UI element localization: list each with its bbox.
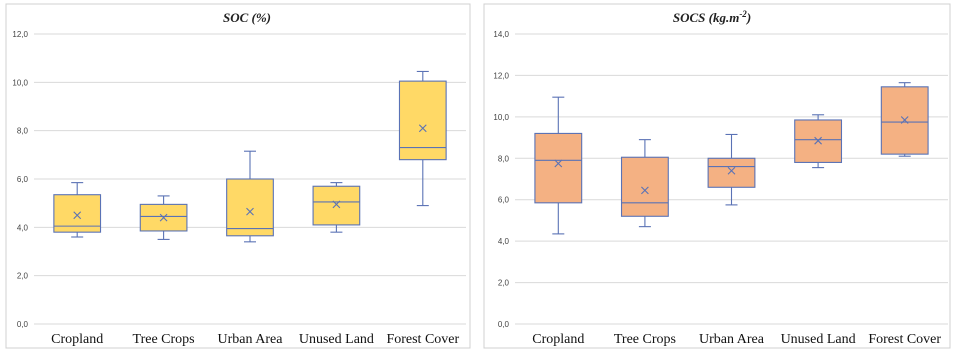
soc-box-urban-area xyxy=(226,150,274,243)
soc-category-label: Unused Land xyxy=(299,332,374,347)
soc-category-label: Cropland xyxy=(51,332,103,347)
socs-y-tick-label: 8,0 xyxy=(498,154,510,163)
soc-box-forest-cover xyxy=(398,70,447,207)
iqr-box xyxy=(312,185,361,226)
soc-box-cropland xyxy=(53,182,102,238)
socs-category-label: Unused Land xyxy=(781,332,856,347)
iqr-box xyxy=(398,80,447,161)
soc-box-unused-land xyxy=(312,182,361,233)
socs-y-axis-ticks: 0,0 2,0 4,0 6,0 8,0 10,0 12,0 14,0 xyxy=(493,30,509,329)
soc-category-label: Urban Area xyxy=(218,332,284,347)
socs-chart-title: SOCS (kg.m-2) xyxy=(673,9,751,25)
soc-chart: SOC (%) 0,0 2,0 4,0 6,0 8,0 10,0 12,0 Cropland… xyxy=(5,3,471,349)
socs-chart-frame xyxy=(483,3,951,349)
socs-title-main: SOCS (kg.m xyxy=(673,10,739,25)
socs-category-label: Tree Crops xyxy=(614,332,676,347)
soc-y-tick-label: 10,0 xyxy=(12,78,28,87)
soc-boxes xyxy=(53,70,447,243)
socs-y-tick-label: 2,0 xyxy=(498,279,510,288)
socs-box-forest-cover xyxy=(880,82,929,157)
socs-y-tick-label: 12,0 xyxy=(493,71,509,80)
iqr-box xyxy=(226,178,274,237)
socs-title-end: ) xyxy=(746,10,751,25)
socs-y-tick-label: 6,0 xyxy=(498,196,510,205)
socs-box-tree-crops xyxy=(620,139,669,228)
socs-y-tick-label: 10,0 xyxy=(493,113,509,122)
socs-box-urban-area xyxy=(707,133,756,206)
soc-y-tick-label: 2,0 xyxy=(17,272,29,281)
socs-y-tick-label: 0,0 xyxy=(498,320,510,329)
socs-boxes xyxy=(534,82,929,235)
mean-marker xyxy=(332,200,341,209)
socs-x-axis-labels: Cropland Tree Crops Urban Area Unused Land F… xyxy=(532,332,941,347)
socs-box-cropland xyxy=(534,96,583,235)
mean-marker xyxy=(727,166,736,175)
socs-category-label: Forest Cover xyxy=(868,332,941,347)
mean-marker xyxy=(900,116,909,124)
socs-chart: SOCS (kg.m-2) 0,0 2,0 4,0 6,0 8,0 10,0 12,0 14,… xyxy=(483,3,951,349)
mean-marker xyxy=(814,136,822,145)
socs-category-label: Urban Area xyxy=(699,332,765,347)
soc-y-tick-label: 6,0 xyxy=(17,175,29,184)
iqr-box xyxy=(620,156,669,217)
mean-marker xyxy=(246,207,254,216)
socs-y-tick-label: 14,0 xyxy=(493,30,509,39)
soc-y-tick-label: 0,0 xyxy=(17,320,29,329)
socs-y-tick-label: 4,0 xyxy=(498,237,510,246)
soc-y-axis-ticks: 0,0 2,0 4,0 6,0 8,0 10,0 12,0 xyxy=(12,30,28,329)
mean-marker xyxy=(159,213,168,222)
iqr-box xyxy=(707,157,756,188)
soc-chart-frame xyxy=(5,3,471,349)
soc-y-tick-label: 8,0 xyxy=(17,127,29,136)
soc-y-tick-label: 12,0 xyxy=(12,30,28,39)
socs-category-label: Cropland xyxy=(532,332,584,347)
soc-y-tick-label: 4,0 xyxy=(17,223,29,232)
mean-marker xyxy=(418,124,427,133)
iqr-box xyxy=(534,132,583,204)
mean-marker xyxy=(641,186,649,195)
soc-box-tree-crops xyxy=(139,195,188,240)
socs-title-sup: -2 xyxy=(739,9,747,19)
mean-marker xyxy=(554,159,563,168)
soc-chart-title: SOC (%) xyxy=(223,10,271,25)
soc-category-label: Forest Cover xyxy=(386,332,459,347)
soc-x-axis-labels: Cropland Tree Crops Urban Area Unused Land F… xyxy=(51,332,459,347)
socs-box-unused-land xyxy=(794,114,843,169)
mean-marker xyxy=(73,211,82,220)
soc-category-label: Tree Crops xyxy=(133,332,195,347)
